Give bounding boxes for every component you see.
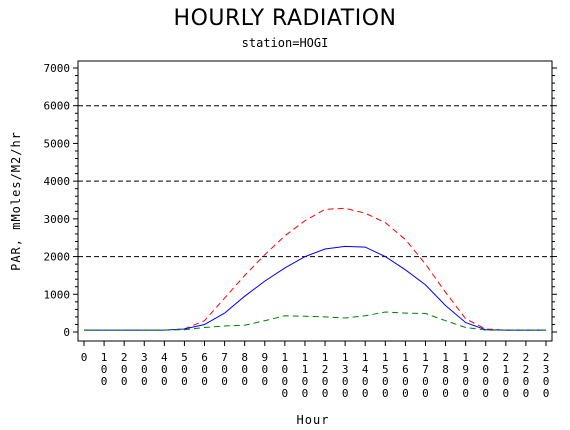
chart-subtitle: station=HOGI [241, 36, 329, 50]
series-line-1 [84, 207, 546, 331]
y-tick-label: 3000 [44, 213, 71, 226]
plot-frame [77, 60, 553, 342]
y-tick-label: 4000 [44, 175, 71, 188]
x-axis: 0 1 0 0 2 0 0 3 0 0 4 0 0 5 0 0 6 0 0 7 0 0 8 0 0 9 0 0 1 0 0 0 1 1 0 0 1 2 0 0… [81, 341, 550, 400]
y-tick-label: 5000 [44, 137, 71, 150]
y-tick-label: 1000 [44, 288, 71, 301]
y-axis-title: PAR, mMoles/M2/hr [9, 131, 23, 271]
reference-lines [78, 105, 552, 258]
y-tick-label: 2000 [44, 251, 71, 264]
chart-title: HOURLY RADIATION [173, 6, 397, 31]
y-tick-label: 0 [63, 326, 70, 339]
y-tick-label: 6000 [44, 100, 71, 113]
series-line-3 [84, 311, 546, 331]
x-axis-title: Hour [297, 413, 330, 427]
y-tick-label: 7000 [44, 62, 71, 75]
series-line-2 [84, 245, 546, 331]
series-group [84, 207, 546, 331]
x-tick-label: 0 [81, 351, 88, 364]
y-axis: 0 1000 2000 3000 4000 5000 6000 7000 [44, 62, 557, 339]
